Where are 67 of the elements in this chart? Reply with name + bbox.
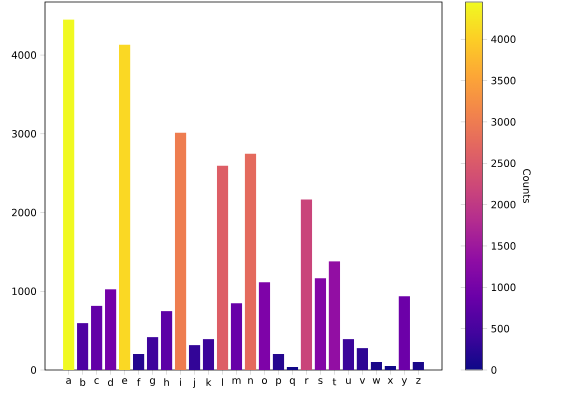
bar: [272, 354, 284, 370]
x-tick-label: q: [290, 378, 295, 386]
bar: [398, 296, 410, 370]
bar: [202, 339, 214, 370]
bar: [146, 337, 158, 370]
x-tick-label: z: [416, 378, 421, 384]
x-tick-label: u: [346, 378, 351, 384]
bar: [412, 362, 424, 370]
bar: [119, 44, 130, 370]
color-bar-label: 500: [491, 324, 510, 332]
y-tick-label: 1000: [12, 287, 36, 296]
color-bar-label: 3000: [491, 118, 516, 126]
x-tick-label: b: [80, 378, 86, 386]
x-tick-label: t: [332, 378, 336, 386]
color-bar-label: 3500: [491, 76, 516, 84]
bar: [314, 278, 326, 370]
bar: [384, 366, 396, 370]
bar: [300, 200, 312, 370]
x-tick-label: e: [122, 378, 128, 384]
x-tick-label: a: [66, 378, 71, 384]
x-tick-label: i: [180, 378, 182, 386]
x-tick-label: o: [262, 378, 267, 384]
bar: [105, 289, 116, 370]
color-bar-label: 4000: [491, 35, 516, 43]
color-bar-label: 2000: [491, 200, 516, 208]
bar: [174, 132, 186, 370]
x-tick-label: w: [372, 378, 380, 384]
bar: [63, 20, 74, 370]
x-tick-label: s: [318, 378, 323, 384]
x-tick-label: d: [108, 378, 113, 386]
x-tick-label: c: [94, 378, 99, 384]
x-tick-label: g: [150, 378, 155, 386]
color-bar-label: 1500: [492, 242, 516, 250]
color-bar-label: 0: [491, 366, 496, 374]
x-tick-label: n: [248, 378, 253, 384]
x-tick-label: r: [305, 378, 309, 384]
color-bar-title: Counts: [523, 169, 531, 203]
bar: [328, 261, 340, 370]
bar: [188, 345, 200, 370]
y-tick-label: 2000: [12, 208, 36, 216]
x-tick-label: p: [276, 378, 282, 386]
x-tick-label: y: [402, 378, 408, 386]
x-tick-label: f: [137, 378, 141, 386]
color-bar-label: 1000: [492, 284, 516, 292]
x-tick-label: j: [192, 378, 195, 388]
color-bar-label: 2500: [491, 159, 516, 168]
bar: [216, 166, 228, 370]
x-tick-label: l: [222, 378, 223, 386]
bar: [286, 367, 298, 370]
y-tick-label: 3000: [12, 130, 36, 138]
x-tick-label: m: [232, 378, 241, 384]
bar: [244, 154, 256, 370]
bar: [77, 323, 88, 370]
x-tick-label: h: [164, 378, 169, 386]
bar: [258, 282, 270, 370]
y-tick-label: 0: [31, 366, 36, 374]
bar: [356, 348, 368, 370]
x-tick-label: v: [360, 378, 366, 384]
bar: [160, 311, 172, 370]
y-tick-label: 4000: [12, 51, 36, 59]
bar: [132, 354, 144, 370]
bar: [91, 306, 102, 370]
bar: [230, 303, 242, 370]
x-tick-label: k: [206, 378, 212, 386]
bar: [370, 362, 382, 370]
bar: [342, 339, 354, 370]
x-tick-label: x: [388, 378, 394, 384]
